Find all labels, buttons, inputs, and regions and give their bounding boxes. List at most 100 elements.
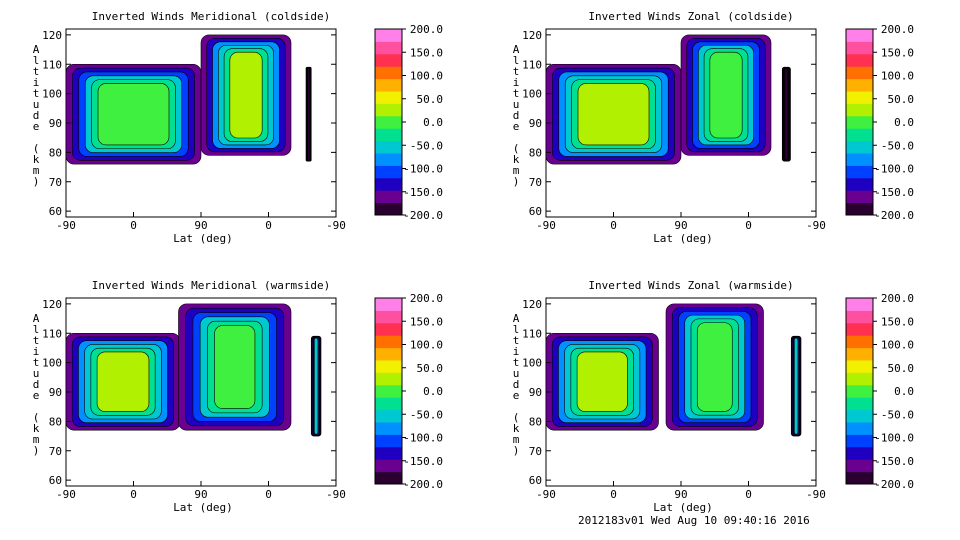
colorbar-tick-label: 100.0 bbox=[881, 70, 914, 83]
colorbar-swatch bbox=[375, 384, 402, 398]
colorbar-tick-label: 200.0 bbox=[881, 292, 914, 305]
colorbar-tick-label: 100.0 bbox=[410, 339, 443, 352]
colorbar-tick-label: 150.0 bbox=[881, 46, 914, 59]
x-tick-label: -90 bbox=[806, 219, 826, 232]
colorbar-tick-label: 200.0 bbox=[881, 23, 914, 36]
data-region-3-band-6 bbox=[314, 337, 319, 435]
colorbar-swatch bbox=[846, 165, 873, 179]
colorbar-swatch bbox=[846, 53, 873, 67]
data-region-2-band-6 bbox=[696, 322, 733, 412]
colorbar-swatch bbox=[846, 459, 873, 473]
colorbar-tick-label: 50.0 bbox=[888, 362, 915, 375]
colorbar-swatch bbox=[375, 190, 402, 204]
colorbar-swatch bbox=[846, 322, 873, 336]
colorbar-tick-label: -200.0 bbox=[403, 209, 443, 222]
data-region-1-band-6 bbox=[577, 83, 650, 146]
colorbar-swatch bbox=[846, 91, 873, 104]
colorbar-tick-label: -50.0 bbox=[881, 408, 914, 421]
x-tick-label: -90 bbox=[806, 488, 826, 501]
colorbar-swatch bbox=[846, 153, 873, 166]
y-tick-label: 80 bbox=[529, 146, 542, 159]
x-axis-label: Lat (deg) bbox=[653, 232, 713, 245]
y-tick-label: 80 bbox=[49, 415, 62, 428]
colorbar-swatch bbox=[846, 202, 873, 216]
colorbar-tick-label: -200.0 bbox=[874, 478, 914, 491]
chart-title: Inverted Winds Zonal (warmside) bbox=[588, 279, 793, 292]
colorbar-tick-label: 100.0 bbox=[410, 70, 443, 83]
y-tick-label: 100 bbox=[522, 88, 542, 101]
colorbar-tick-label: 200.0 bbox=[410, 23, 443, 36]
x-tick-label: -90 bbox=[536, 488, 556, 501]
colorbar-swatch bbox=[375, 459, 402, 473]
data-region-3-band-6 bbox=[307, 67, 310, 161]
colorbar-swatch bbox=[375, 78, 402, 92]
colorbar-swatch bbox=[846, 372, 873, 386]
y-tick-label: 110 bbox=[42, 58, 62, 71]
y-tick-label: 100 bbox=[42, 357, 62, 370]
y-tick-label: 90 bbox=[49, 117, 62, 130]
data-region-1-band-6 bbox=[576, 351, 628, 412]
y-tick-label: 60 bbox=[529, 205, 542, 218]
colorbar-swatch bbox=[846, 397, 873, 411]
y-tick-label: 60 bbox=[49, 474, 62, 487]
data-region-1-band-6 bbox=[97, 83, 170, 146]
y-tick-label: 70 bbox=[49, 176, 62, 189]
colorbar-swatch bbox=[846, 41, 873, 55]
colorbar-swatch bbox=[375, 177, 402, 191]
y-tick-label: 120 bbox=[42, 29, 62, 42]
colorbar-swatch bbox=[375, 347, 402, 361]
colorbar-swatch bbox=[375, 446, 402, 460]
colorbar-tick-label: 50.0 bbox=[888, 93, 915, 106]
data-region-2-band-6 bbox=[709, 51, 743, 139]
colorbar-tick-label: -150.0 bbox=[874, 186, 914, 199]
colorbar-tick-label: -100.0 bbox=[403, 163, 443, 176]
colorbar-swatch bbox=[375, 397, 402, 411]
data-region-1-band-6 bbox=[96, 351, 150, 412]
colorbar-swatch bbox=[846, 78, 873, 92]
y-tick-label: 90 bbox=[49, 386, 62, 399]
chart-title: Inverted Winds Zonal (coldside) bbox=[588, 10, 793, 23]
colorbar-tick-label: 50.0 bbox=[417, 93, 444, 106]
footer-timestamp: 2012183v01 Wed Aug 10 09:40:16 2016 bbox=[578, 514, 810, 527]
colorbar-swatch bbox=[375, 422, 402, 435]
colorbar-swatch bbox=[375, 103, 402, 117]
colorbar-tick-label: -200.0 bbox=[874, 209, 914, 222]
colorbar-tick-label: -200.0 bbox=[403, 478, 443, 491]
chart-panel-4: 60 70 80 90 100 110 120 -90 0 90 0 -90 Inverted Wind… bbox=[513, 279, 914, 514]
x-tick-label: 0 bbox=[745, 219, 752, 232]
colorbar-swatch bbox=[846, 66, 873, 80]
data-region-3-band-6 bbox=[794, 337, 799, 435]
colorbar-swatch bbox=[846, 434, 873, 448]
x-tick-label: -90 bbox=[56, 219, 76, 232]
y-tick-label: 110 bbox=[522, 58, 542, 71]
x-tick-label: 90 bbox=[674, 488, 687, 501]
x-tick-label: 0 bbox=[265, 219, 272, 232]
colorbar-swatch bbox=[375, 29, 402, 42]
colorbar-tick-label: 150.0 bbox=[410, 315, 443, 328]
colorbar-swatch bbox=[846, 471, 873, 485]
data-region-3-band-6 bbox=[784, 68, 789, 160]
y-tick-label: 120 bbox=[522, 298, 542, 311]
colorbar-swatch bbox=[375, 165, 402, 179]
data-region-2-band-6 bbox=[229, 51, 263, 139]
colorbar-swatch bbox=[375, 91, 402, 104]
colorbar-tick-label: -150.0 bbox=[403, 455, 443, 468]
colorbar-swatch bbox=[846, 177, 873, 191]
colorbar-swatch bbox=[846, 128, 873, 142]
x-tick-label: 0 bbox=[130, 219, 137, 232]
colorbar-tick-label: -100.0 bbox=[874, 432, 914, 445]
colorbar-swatch bbox=[375, 298, 402, 311]
x-axis-label: Lat (deg) bbox=[173, 232, 233, 245]
colorbar-swatch bbox=[846, 360, 873, 373]
colorbar-swatch bbox=[846, 29, 873, 42]
chart-panel-2: 60 70 80 90 100 110 120 -90 0 90 0 -90 Inverted Wind… bbox=[513, 10, 914, 245]
colorbar-tick-label: 100.0 bbox=[881, 339, 914, 352]
chart-title: Inverted Winds Meridional (warmside) bbox=[92, 279, 330, 292]
colorbar-tick-label: 50.0 bbox=[417, 362, 444, 375]
colorbar-swatch bbox=[375, 310, 402, 324]
y-tick-label: 90 bbox=[529, 386, 542, 399]
